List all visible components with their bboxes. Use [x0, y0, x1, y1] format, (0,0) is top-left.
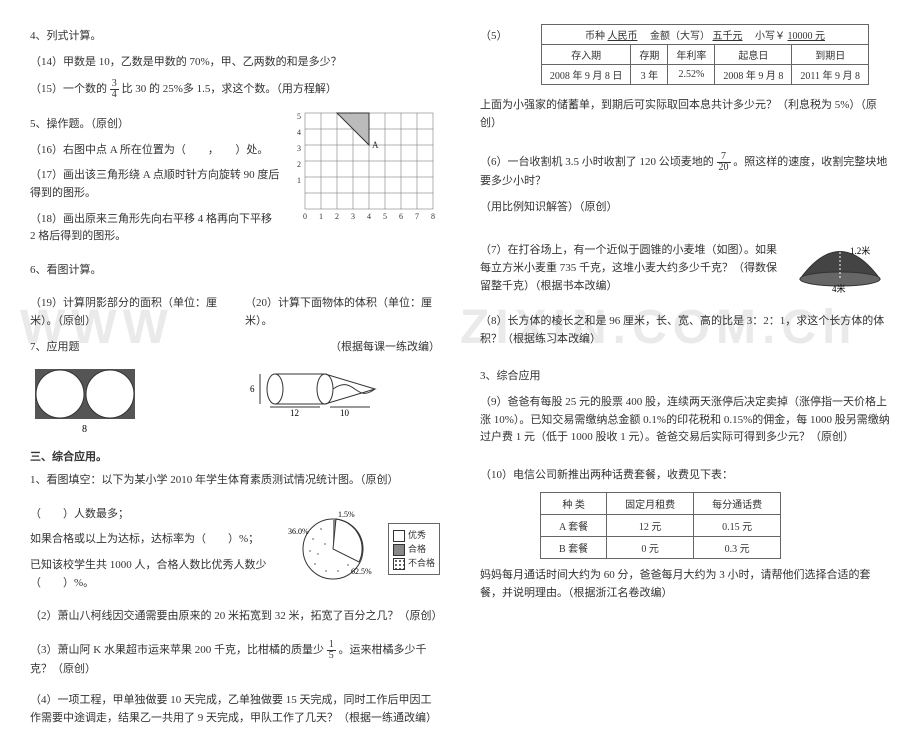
s3-1b: 如果合格或以上为达标，达标率为（ ）%；: [30, 531, 278, 549]
svg-text:1: 1: [319, 212, 323, 221]
svg-text:7: 7: [415, 212, 419, 221]
svg-text:36.0%: 36.0%: [288, 527, 309, 536]
svg-text:3: 3: [351, 212, 355, 221]
svg-text:A: A: [372, 140, 379, 150]
grid-figure: A 5 4 3 2 1 0 1 2 3 4 5 6 7 8: [290, 108, 440, 228]
q6-head: 6、看图计算。: [30, 262, 440, 280]
q10t: 妈妈每月通话时间大约为 60 分，爸爸每月大约为 3 小时，请帮他们选择合适的套…: [480, 567, 890, 602]
svg-text:8: 8: [82, 424, 87, 434]
q15a: （15）一个数的: [30, 83, 107, 95]
section3-title: 三、综合应用。: [30, 448, 440, 464]
q15-frac: 3 4: [110, 79, 119, 100]
svg-text:6: 6: [399, 212, 403, 221]
cone-figure: 1.2米 4米: [790, 234, 890, 294]
q7: （7）在打谷场上，有一个近似于圆锥的小麦堆（如图）。如果每立方米小麦重 735 …: [480, 242, 780, 295]
q15b: 比 30 的 25%多 1.5，求这个数。（用方程解）: [122, 83, 337, 95]
s3-1c: 已知该校学生共 1000 人，合格人数比优秀人数少（ ）%。: [30, 557, 278, 592]
savings-table: 币种 人民币 金额（大写） 五千元 小写￥ 10000 元 存入期存期年利率起息…: [541, 24, 869, 85]
circles-figure: 8: [30, 364, 140, 434]
svg-text:2: 2: [297, 160, 301, 169]
svg-text:1.5%: 1.5%: [338, 510, 355, 519]
q8: （8）长方体的棱长之和是 96 厘米，长、宽、高的比是 3：2：1，求这个长方体…: [480, 313, 890, 348]
q4-head: 4、列式计算。: [30, 28, 440, 46]
svg-text:2: 2: [335, 212, 339, 221]
svg-text:4米: 4米: [832, 283, 846, 294]
q6: （6）一台收割机 3.5 小时收割了 120 公顷麦地的 720 。照这样的速度…: [480, 152, 890, 191]
svg-text:8: 8: [431, 212, 435, 221]
q5-head: 5、操作题。（原创）: [30, 116, 280, 134]
q14: （14）甲数是 10，乙数是甲数的 70%，甲、乙两数的和是多少？: [30, 54, 440, 72]
svg-text:1.2米: 1.2米: [850, 245, 870, 256]
svg-text:62.5%: 62.5%: [351, 567, 372, 576]
q5t: 上面为小强家的储蓄单，到期后可实际取回本息共计多少元？（利息税为 5%）（原创）: [480, 97, 890, 132]
q18: （18）画出原来三角形先向右平移 4 格再向下平移 2 格后得到的图形。: [30, 211, 280, 246]
s3-3: （3）萧山阿 K 水果超市运来苹果 200 千克，比柑橘的质量少 15 。运来柑…: [30, 640, 440, 679]
tariff-table: 种 类固定月租费每分通话费 A 套餐12 元0.15 元 B 套餐0 元0.3 …: [540, 492, 781, 559]
q20a: （20）计算下面物体的体积（单位：厘米）。: [245, 295, 440, 330]
cylinder-figure: 6 12 10: [245, 364, 385, 424]
pie-legend: 优秀 合格 不合格: [388, 523, 440, 575]
svg-text:12: 12: [290, 408, 299, 418]
q9: （9）爸爸有每股 25 元的股票 400 股，连续两天涨停后决定卖掉（涨停指一天…: [480, 394, 890, 447]
q15: （15）一个数的 3 4 比 30 的 25%多 1.5，求这个数。（用方程解）: [30, 79, 440, 100]
s3h: 3、综合应用: [480, 368, 890, 386]
q10h: （10）电信公司新推出两种话费套餐，收费见下表：: [480, 467, 890, 485]
s3-1h: 1、看图填空：以下为某小学 2010 年学生体育素质测试情况统计图。（原创）: [30, 472, 440, 490]
q20b: （根据每课一练改编）: [245, 339, 440, 357]
s3-1a: （ ）人数最多；: [30, 506, 278, 524]
svg-text:5: 5: [383, 212, 387, 221]
pie-chart: 1.5% 36.0% 62.5%: [288, 509, 378, 589]
svg-text:6: 6: [250, 384, 255, 394]
svg-text:4: 4: [367, 212, 371, 221]
svg-text:5: 5: [297, 112, 301, 121]
s3-2: （2）萧山八柯线因交通需要由原来的 20 米拓宽到 32 米，拓宽了百分之几？（…: [30, 608, 440, 626]
svg-text:4: 4: [297, 128, 301, 137]
q16: （16）右图中点 A 所在位置为（ ， ）处。: [30, 142, 280, 160]
q6c: （用比例知识解答）（原创）: [480, 199, 890, 217]
svg-text:3: 3: [297, 144, 301, 153]
q5h: （5）: [480, 28, 520, 46]
s3-4: （4）一项工程，甲单独做要 10 天完成，乙单独做要 15 天完成，同时工作后甲…: [30, 692, 440, 727]
svg-text:1: 1: [297, 176, 301, 185]
q-apply: 7、应用题: [30, 339, 225, 357]
svg-text:10: 10: [340, 408, 350, 418]
svg-text:0: 0: [303, 212, 307, 221]
q17: （17）画出该三角形绕 A 点顺时针方向旋转 90 度后得到的图形。: [30, 167, 280, 202]
q19: （19）计算阴影部分的面积（单位：厘米）。（原创）: [30, 295, 225, 330]
